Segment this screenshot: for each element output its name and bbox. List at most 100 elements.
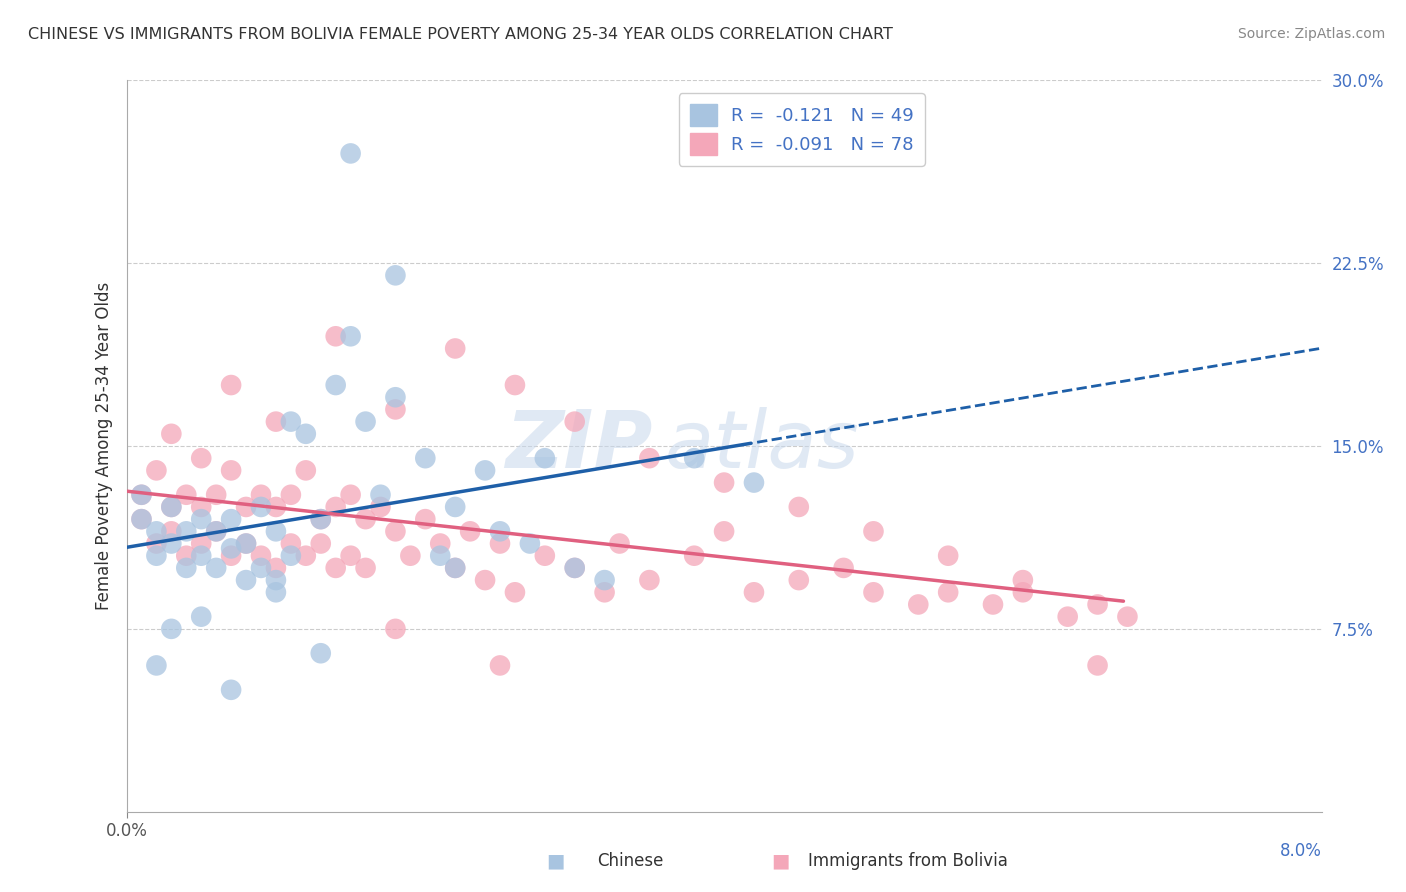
Point — [474, 463, 496, 477]
Point — [235, 536, 257, 550]
Point — [219, 682, 242, 697]
Point — [593, 585, 616, 599]
Point — [145, 536, 167, 550]
Point — [444, 342, 467, 356]
Text: 8.0%: 8.0% — [1279, 842, 1322, 860]
Point — [131, 488, 153, 502]
Point — [519, 536, 541, 550]
Point — [683, 549, 706, 563]
Point — [832, 561, 855, 575]
Point — [384, 622, 406, 636]
Point — [384, 268, 406, 283]
Point — [936, 585, 959, 599]
Point — [1056, 609, 1078, 624]
Point — [683, 451, 706, 466]
Text: Immigrants from Bolivia: Immigrants from Bolivia — [808, 852, 1008, 870]
Point — [131, 512, 153, 526]
Point — [444, 561, 467, 575]
Point — [264, 573, 287, 587]
Point — [145, 549, 167, 563]
Point — [250, 561, 273, 575]
Point — [533, 549, 555, 563]
Point — [444, 500, 467, 514]
Point — [413, 451, 436, 466]
Point — [309, 512, 332, 526]
Point — [280, 536, 302, 550]
Point — [145, 658, 167, 673]
Point — [280, 415, 302, 429]
Point — [593, 573, 616, 587]
Point — [354, 561, 377, 575]
Point — [145, 524, 167, 539]
Point — [309, 536, 332, 550]
Point — [131, 512, 153, 526]
Point — [160, 426, 183, 441]
Point — [489, 536, 512, 550]
Point — [160, 500, 183, 514]
Point — [907, 598, 929, 612]
Point — [131, 488, 153, 502]
Point — [458, 524, 481, 539]
Point — [280, 549, 302, 563]
Text: Chinese: Chinese — [598, 852, 664, 870]
Point — [503, 585, 526, 599]
Point — [174, 561, 197, 575]
Point — [354, 415, 377, 429]
Point — [280, 488, 302, 502]
Point — [489, 658, 512, 673]
Point — [294, 549, 316, 563]
Point — [174, 524, 197, 539]
Point — [325, 378, 347, 392]
Point — [160, 500, 183, 514]
Point — [742, 585, 765, 599]
Point — [1011, 585, 1033, 599]
Point — [264, 585, 287, 599]
Point — [787, 573, 810, 587]
Point — [713, 475, 735, 490]
Point — [384, 402, 406, 417]
Text: atlas: atlas — [664, 407, 859, 485]
Point — [145, 463, 167, 477]
Point — [339, 146, 361, 161]
Point — [190, 500, 212, 514]
Point — [444, 561, 467, 575]
Point — [205, 488, 228, 502]
Point — [370, 488, 392, 502]
Point — [1011, 573, 1033, 587]
Point — [1087, 658, 1109, 673]
Point — [981, 598, 1004, 612]
Point — [219, 512, 242, 526]
Point — [219, 541, 242, 556]
Point — [1087, 598, 1109, 612]
Point — [325, 500, 347, 514]
Point — [160, 622, 183, 636]
Point — [309, 646, 332, 660]
Point — [264, 561, 287, 575]
Point — [564, 415, 586, 429]
Point — [235, 536, 257, 550]
Point — [250, 549, 273, 563]
Text: ■: ■ — [770, 851, 790, 871]
Point — [429, 549, 451, 563]
Point — [413, 512, 436, 526]
Point — [936, 549, 959, 563]
Point — [190, 451, 212, 466]
Point — [862, 585, 884, 599]
Point — [1116, 609, 1139, 624]
Point — [160, 536, 183, 550]
Point — [339, 549, 361, 563]
Point — [190, 512, 212, 526]
Point — [713, 524, 735, 539]
Point — [429, 536, 451, 550]
Point — [205, 561, 228, 575]
Point — [503, 378, 526, 392]
Point — [205, 524, 228, 539]
Point — [205, 524, 228, 539]
Point — [533, 451, 555, 466]
Point — [489, 524, 512, 539]
Point — [190, 609, 212, 624]
Point — [160, 524, 183, 539]
Point — [264, 524, 287, 539]
Point — [609, 536, 631, 550]
Point — [354, 512, 377, 526]
